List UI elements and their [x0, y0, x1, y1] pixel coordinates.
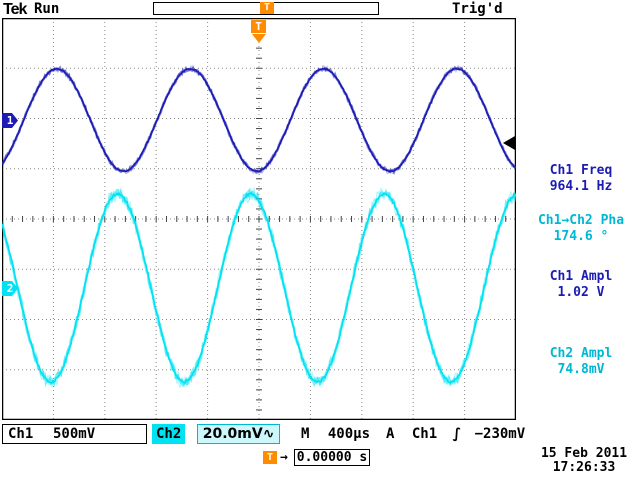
- measurement-ch1-ampl: Ch1 Ampl 1.02 V: [522, 269, 640, 301]
- ch2-scale-readout: Ch2 20.0mV∿: [152, 424, 280, 444]
- measurement-value: 1.02 V: [522, 285, 640, 301]
- trigger-t-icon: T: [251, 20, 266, 33]
- ch2-label: Ch2: [152, 424, 185, 444]
- trigger-position-icon: T: [260, 2, 274, 14]
- ch1-label: Ch1: [8, 426, 33, 442]
- timebase-readout: M 400µs: [301, 426, 370, 442]
- datetime-readout: 15 Feb 2011 17:26:33: [528, 447, 640, 475]
- horizontal-record-bar: T: [153, 2, 379, 15]
- date-text: 15 Feb 2011: [528, 447, 640, 461]
- trigger-source: Ch1: [412, 426, 437, 442]
- waveform-traces: [2, 18, 516, 420]
- oscilloscope-screen: Tek Run T Trig'd T 1 2 Ch1 Freq 964.1 Hz…: [0, 0, 640, 480]
- trigger-level-arrow-icon: [503, 136, 515, 150]
- ch1-volts-per-div: 500mV: [53, 426, 95, 442]
- rising-edge-icon: ∫: [453, 426, 462, 442]
- channel-status-bar: Ch1 500mV Ch2 20.0mV∿ M 400µs A Ch1 ∫ −2…: [0, 423, 640, 446]
- top-status-bar: Tek Run T Trig'd: [0, 0, 640, 18]
- time-text: 17:26:33: [528, 461, 640, 475]
- trigger-position-marker: T: [251, 20, 267, 43]
- horizontal-position-value: 0.00000 s: [294, 449, 370, 466]
- position-and-datetime-bar: T → 0.00000 s 15 Feb 2011 17:26:33: [0, 447, 640, 473]
- trigger-level: −230mV: [475, 426, 526, 442]
- time-per-div: 400µs: [328, 426, 370, 442]
- measurement-label: Ch1 Ampl: [522, 269, 640, 285]
- trigger-a-label: A: [386, 426, 394, 442]
- timebase-label: M: [301, 426, 309, 442]
- measurement-ch1-ch2-phase: Ch1→Ch2 Pha 174.6 °: [522, 213, 640, 245]
- acquisition-status: Run: [34, 1, 59, 17]
- measurement-value: 174.6 °: [522, 229, 640, 245]
- ch2-volts-per-div: 20.0mV∿: [197, 424, 281, 444]
- measurement-label: Ch2 Ampl: [522, 346, 640, 362]
- measurement-label: Ch1 Freq: [522, 163, 640, 179]
- measurement-ch2-ampl: Ch2 Ampl 74.8mV: [522, 346, 640, 378]
- right-arrow-icon: →: [280, 450, 288, 465]
- t-position-icon: T: [263, 451, 277, 464]
- measurement-label: Ch1→Ch2 Pha: [522, 213, 640, 229]
- measurement-value: 964.1 Hz: [522, 179, 640, 195]
- trigger-status: Trig'd: [452, 1, 503, 17]
- trigger-readout: A Ch1 ∫ −230mV: [386, 426, 525, 442]
- down-arrow-icon: [252, 34, 266, 43]
- tek-logo: Tek: [3, 1, 26, 19]
- graticule: T 1 2: [2, 18, 516, 420]
- measurement-value: 74.8mV: [522, 362, 640, 378]
- measurement-ch1-freq: Ch1 Freq 964.1 Hz: [522, 163, 640, 195]
- ch1-scale-readout: Ch1 500mV: [2, 424, 147, 444]
